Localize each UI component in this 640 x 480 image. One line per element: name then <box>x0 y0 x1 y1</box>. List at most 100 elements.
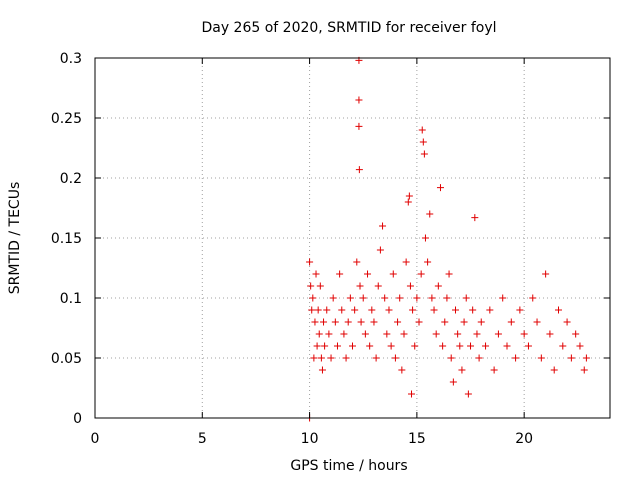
data-point <box>321 342 329 350</box>
data-point <box>546 330 554 338</box>
data-point <box>355 122 363 130</box>
data-point <box>464 390 472 398</box>
x-tick-label: 0 <box>91 431 100 447</box>
data-point <box>327 354 335 362</box>
data-point <box>402 258 410 266</box>
data-point <box>471 214 479 222</box>
data-point <box>413 294 421 302</box>
data-point <box>374 282 382 290</box>
data-point <box>542 270 550 278</box>
data-point <box>398 366 406 374</box>
data-point <box>394 318 402 326</box>
data-point <box>356 282 364 290</box>
data-point <box>370 318 378 326</box>
data-point <box>436 184 444 192</box>
data-point <box>361 330 369 338</box>
data-point <box>430 306 438 314</box>
data-point <box>317 354 325 362</box>
data-point <box>582 354 590 362</box>
data-point <box>311 318 319 326</box>
data-point <box>550 366 558 374</box>
x-tick-label: 20 <box>515 431 533 447</box>
data-point <box>411 342 419 350</box>
data-point <box>396 294 404 302</box>
data-point <box>421 234 429 242</box>
data-point <box>426 210 434 218</box>
x-tick-label: 15 <box>408 431 426 447</box>
data-point <box>312 270 320 278</box>
y-tick-label: 0.25 <box>51 111 82 127</box>
data-point <box>381 294 389 302</box>
data-point <box>383 330 391 338</box>
data-point <box>441 318 449 326</box>
x-tick-label: 10 <box>301 431 319 447</box>
data-point <box>320 318 328 326</box>
data-point <box>308 306 316 314</box>
data-point <box>306 258 314 266</box>
data-point <box>314 306 322 314</box>
data-point <box>467 342 475 350</box>
data-point <box>408 390 416 398</box>
data-point <box>486 306 494 314</box>
y-tick-label: 0.3 <box>60 51 82 67</box>
data-point <box>424 258 432 266</box>
x-tick-label: 5 <box>198 431 207 447</box>
data-point <box>333 342 341 350</box>
data-point <box>315 330 323 338</box>
data-point <box>342 354 350 362</box>
data-point <box>329 294 337 302</box>
data-point <box>529 294 537 302</box>
data-point <box>353 258 361 266</box>
data-point <box>309 294 317 302</box>
data-point <box>559 342 567 350</box>
data-point <box>449 378 457 386</box>
data-point <box>340 330 348 338</box>
data-point <box>428 294 436 302</box>
data-point <box>389 270 397 278</box>
data-point <box>567 354 575 362</box>
data-point <box>418 126 426 134</box>
data-points <box>306 56 590 422</box>
data-point <box>420 150 428 158</box>
data-point <box>537 354 545 362</box>
data-point <box>307 282 315 290</box>
data-point <box>359 294 367 302</box>
data-point <box>503 342 511 350</box>
data-point <box>475 354 483 362</box>
data-point <box>404 198 412 206</box>
data-point <box>331 318 339 326</box>
data-point <box>355 96 363 104</box>
data-point <box>419 138 427 146</box>
data-point <box>482 342 490 350</box>
y-tick-label: 0.2 <box>60 171 82 187</box>
data-point <box>445 270 453 278</box>
data-point <box>349 342 356 350</box>
data-point <box>316 282 324 290</box>
data-point <box>469 306 477 314</box>
data-point <box>338 306 346 314</box>
data-point <box>516 306 524 314</box>
chart-title: Day 265 of 2020, SRMTID for receiver foy… <box>201 20 496 36</box>
data-point <box>499 294 507 302</box>
data-point <box>400 330 408 338</box>
data-point <box>432 330 440 338</box>
data-point <box>524 342 532 350</box>
data-point <box>351 306 359 314</box>
data-point <box>376 246 384 254</box>
data-point <box>372 354 380 362</box>
data-point <box>473 330 481 338</box>
data-point <box>572 330 580 338</box>
y-tick-label: 0.15 <box>51 231 82 247</box>
data-point <box>406 282 414 290</box>
data-point <box>456 342 464 350</box>
data-point <box>368 306 376 314</box>
data-point <box>458 366 466 374</box>
data-point <box>323 306 331 314</box>
y-tick-label: 0 <box>73 411 82 427</box>
y-tick-label: 0.1 <box>60 291 82 307</box>
plot-frame <box>94 57 611 419</box>
data-point <box>452 306 459 314</box>
data-point <box>490 366 498 374</box>
